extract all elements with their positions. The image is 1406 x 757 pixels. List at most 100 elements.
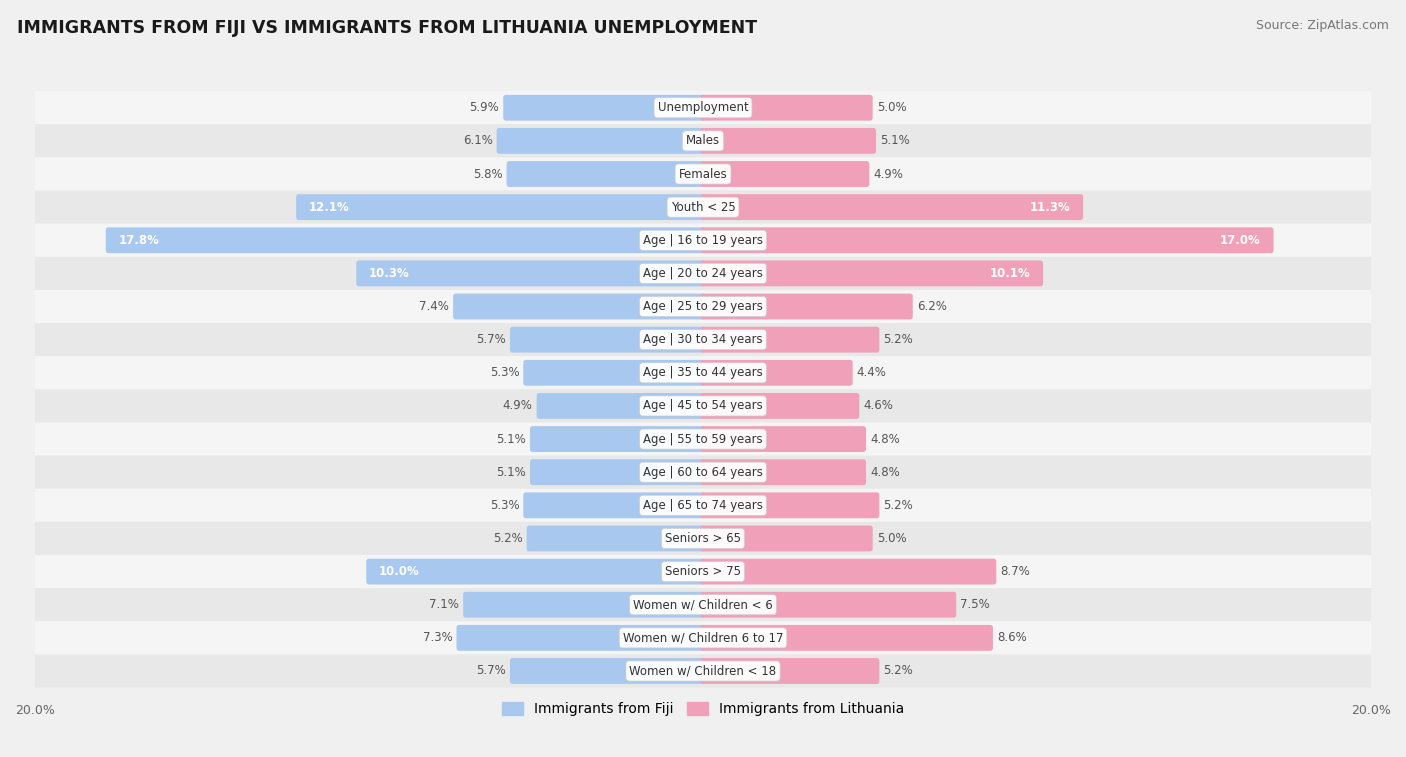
- Text: 17.0%: 17.0%: [1220, 234, 1261, 247]
- FancyBboxPatch shape: [700, 260, 1043, 286]
- FancyBboxPatch shape: [510, 327, 706, 353]
- FancyBboxPatch shape: [503, 95, 706, 120]
- FancyBboxPatch shape: [700, 294, 912, 319]
- FancyBboxPatch shape: [700, 592, 956, 618]
- FancyBboxPatch shape: [537, 393, 706, 419]
- Text: Seniors > 65: Seniors > 65: [665, 532, 741, 545]
- FancyBboxPatch shape: [35, 124, 1371, 157]
- FancyBboxPatch shape: [700, 559, 997, 584]
- Text: 5.9%: 5.9%: [470, 101, 499, 114]
- Text: Females: Females: [679, 167, 727, 180]
- Text: 8.6%: 8.6%: [997, 631, 1026, 644]
- Text: Age | 25 to 29 years: Age | 25 to 29 years: [643, 300, 763, 313]
- FancyBboxPatch shape: [700, 492, 879, 519]
- Text: 4.9%: 4.9%: [873, 167, 903, 180]
- FancyBboxPatch shape: [523, 360, 706, 386]
- FancyBboxPatch shape: [35, 157, 1371, 191]
- Text: Women w/ Children < 18: Women w/ Children < 18: [630, 665, 776, 678]
- Text: Women w/ Children < 6: Women w/ Children < 6: [633, 598, 773, 611]
- FancyBboxPatch shape: [506, 161, 706, 187]
- FancyBboxPatch shape: [35, 91, 1371, 124]
- FancyBboxPatch shape: [35, 323, 1371, 357]
- Text: 4.6%: 4.6%: [863, 400, 893, 413]
- Text: Age | 20 to 24 years: Age | 20 to 24 years: [643, 267, 763, 280]
- Text: Seniors > 75: Seniors > 75: [665, 565, 741, 578]
- FancyBboxPatch shape: [700, 161, 869, 187]
- FancyBboxPatch shape: [35, 257, 1371, 290]
- Text: 5.3%: 5.3%: [489, 499, 519, 512]
- FancyBboxPatch shape: [700, 95, 873, 120]
- FancyBboxPatch shape: [453, 294, 706, 319]
- FancyBboxPatch shape: [510, 658, 706, 684]
- Text: 12.1%: 12.1%: [309, 201, 350, 213]
- Text: 4.8%: 4.8%: [870, 466, 900, 478]
- FancyBboxPatch shape: [700, 195, 1083, 220]
- Text: Youth < 25: Youth < 25: [671, 201, 735, 213]
- FancyBboxPatch shape: [530, 426, 706, 452]
- FancyBboxPatch shape: [700, 625, 993, 651]
- Text: 5.7%: 5.7%: [477, 665, 506, 678]
- Text: 7.4%: 7.4%: [419, 300, 449, 313]
- FancyBboxPatch shape: [35, 489, 1371, 522]
- FancyBboxPatch shape: [700, 227, 1274, 253]
- Text: 4.4%: 4.4%: [856, 366, 887, 379]
- Text: Age | 45 to 54 years: Age | 45 to 54 years: [643, 400, 763, 413]
- Text: Age | 30 to 34 years: Age | 30 to 34 years: [643, 333, 763, 346]
- FancyBboxPatch shape: [700, 393, 859, 419]
- FancyBboxPatch shape: [35, 389, 1371, 422]
- FancyBboxPatch shape: [35, 654, 1371, 687]
- Text: Source: ZipAtlas.com: Source: ZipAtlas.com: [1256, 19, 1389, 32]
- Text: 7.1%: 7.1%: [429, 598, 460, 611]
- FancyBboxPatch shape: [700, 459, 866, 485]
- FancyBboxPatch shape: [356, 260, 706, 286]
- Text: 10.1%: 10.1%: [990, 267, 1031, 280]
- Text: 5.0%: 5.0%: [877, 532, 907, 545]
- Text: Age | 65 to 74 years: Age | 65 to 74 years: [643, 499, 763, 512]
- FancyBboxPatch shape: [367, 559, 706, 584]
- Text: 5.1%: 5.1%: [496, 432, 526, 446]
- FancyBboxPatch shape: [35, 290, 1371, 323]
- FancyBboxPatch shape: [700, 525, 873, 551]
- Text: Age | 35 to 44 years: Age | 35 to 44 years: [643, 366, 763, 379]
- Text: Males: Males: [686, 135, 720, 148]
- Text: 5.1%: 5.1%: [496, 466, 526, 478]
- FancyBboxPatch shape: [530, 459, 706, 485]
- Text: 5.2%: 5.2%: [494, 532, 523, 545]
- Text: Age | 60 to 64 years: Age | 60 to 64 years: [643, 466, 763, 478]
- FancyBboxPatch shape: [523, 492, 706, 519]
- Text: 5.7%: 5.7%: [477, 333, 506, 346]
- Text: 4.9%: 4.9%: [503, 400, 533, 413]
- FancyBboxPatch shape: [700, 658, 879, 684]
- Text: 17.8%: 17.8%: [118, 234, 159, 247]
- FancyBboxPatch shape: [35, 357, 1371, 389]
- Text: 7.5%: 7.5%: [960, 598, 990, 611]
- FancyBboxPatch shape: [457, 625, 706, 651]
- FancyBboxPatch shape: [700, 426, 866, 452]
- FancyBboxPatch shape: [297, 195, 706, 220]
- Text: 5.2%: 5.2%: [883, 665, 912, 678]
- Text: 5.3%: 5.3%: [489, 366, 519, 379]
- Text: 5.2%: 5.2%: [883, 499, 912, 512]
- FancyBboxPatch shape: [35, 224, 1371, 257]
- FancyBboxPatch shape: [35, 621, 1371, 654]
- Text: 10.0%: 10.0%: [380, 565, 420, 578]
- Text: Age | 16 to 19 years: Age | 16 to 19 years: [643, 234, 763, 247]
- Text: 5.2%: 5.2%: [883, 333, 912, 346]
- Legend: Immigrants from Fiji, Immigrants from Lithuania: Immigrants from Fiji, Immigrants from Li…: [496, 696, 910, 721]
- FancyBboxPatch shape: [700, 327, 879, 353]
- FancyBboxPatch shape: [35, 456, 1371, 489]
- Text: 8.7%: 8.7%: [1000, 565, 1031, 578]
- FancyBboxPatch shape: [700, 128, 876, 154]
- Text: 5.1%: 5.1%: [880, 135, 910, 148]
- FancyBboxPatch shape: [700, 360, 852, 386]
- Text: 5.0%: 5.0%: [877, 101, 907, 114]
- Text: 6.2%: 6.2%: [917, 300, 946, 313]
- FancyBboxPatch shape: [496, 128, 706, 154]
- Text: 7.3%: 7.3%: [423, 631, 453, 644]
- FancyBboxPatch shape: [35, 522, 1371, 555]
- Text: Age | 55 to 59 years: Age | 55 to 59 years: [643, 432, 763, 446]
- FancyBboxPatch shape: [35, 588, 1371, 621]
- Text: 5.8%: 5.8%: [472, 167, 502, 180]
- Text: 4.8%: 4.8%: [870, 432, 900, 446]
- FancyBboxPatch shape: [463, 592, 706, 618]
